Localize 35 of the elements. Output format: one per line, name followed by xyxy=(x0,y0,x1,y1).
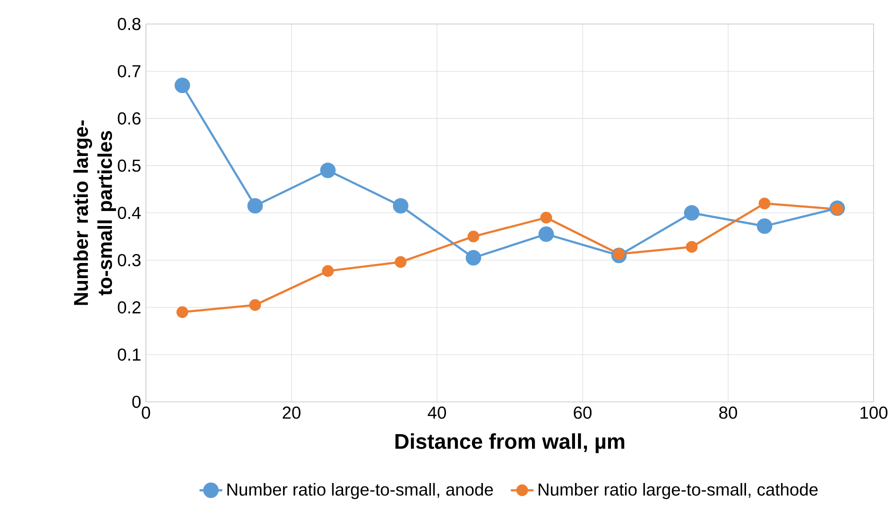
legend-label: Number ratio large-to-small, anode xyxy=(227,483,493,500)
point xyxy=(174,78,190,94)
point xyxy=(320,162,336,178)
y-tick-label: 0.4 xyxy=(118,206,141,220)
y-tick-label: 0.6 xyxy=(118,112,140,125)
y-tick-label: 0.2 xyxy=(118,301,140,314)
x-tick-label: 80 xyxy=(719,406,738,419)
point xyxy=(758,198,770,210)
point xyxy=(468,230,480,242)
y-tick-label: 0.8 xyxy=(118,18,140,30)
point xyxy=(466,250,482,266)
point xyxy=(756,218,772,234)
y-tick-label: 0.7 xyxy=(118,65,140,78)
x-axis-title: Distance from wall, µm xyxy=(395,433,624,454)
point xyxy=(249,299,261,311)
point xyxy=(392,198,408,214)
point xyxy=(247,198,263,214)
x-tick-label: 60 xyxy=(574,406,592,419)
point xyxy=(394,256,407,268)
y-axis-title: Number ratio large-to-small particles xyxy=(73,120,116,305)
y-tick-label: 0.1 xyxy=(118,348,140,361)
x-tick-label: 100 xyxy=(860,406,888,419)
point xyxy=(684,205,700,221)
point xyxy=(540,212,552,224)
y-tick-label: 0.5 xyxy=(118,160,141,172)
x-tick-label: 0 xyxy=(142,406,150,419)
y-tick-label: 0 xyxy=(132,396,141,408)
y-tick-label: 0.3 xyxy=(118,254,140,266)
x-tick-label: 20 xyxy=(282,406,300,419)
point xyxy=(686,241,698,253)
point xyxy=(176,306,188,318)
x-tick-label: 40 xyxy=(428,406,446,419)
legend-label: Number ratio large-to-small, cathode xyxy=(538,483,818,500)
point xyxy=(322,265,334,277)
point xyxy=(538,226,554,242)
